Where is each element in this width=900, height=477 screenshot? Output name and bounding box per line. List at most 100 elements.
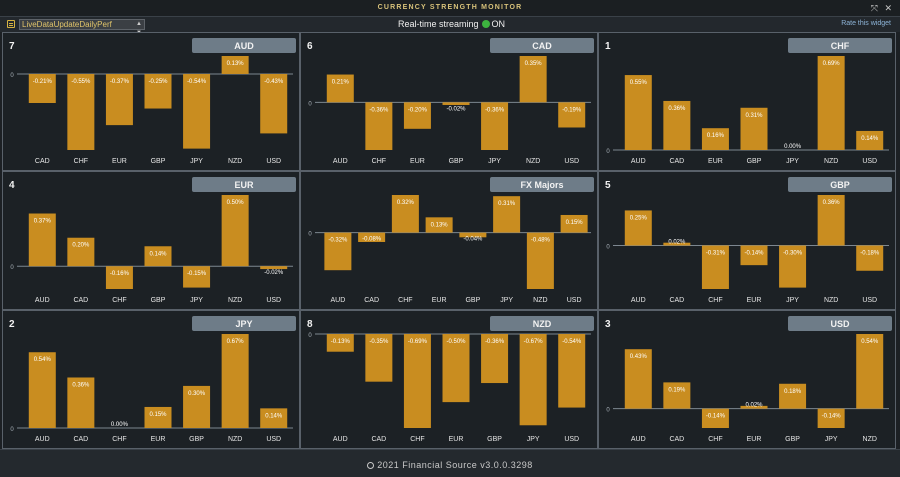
bar[interactable] — [403, 334, 431, 428]
bar-value-label: -0.36% — [485, 339, 505, 345]
bar[interactable] — [481, 334, 509, 384]
bar-value-label: -0.20% — [408, 107, 428, 113]
bar-value-label: 0.21% — [332, 80, 350, 86]
bar[interactable] — [701, 245, 729, 289]
bar[interactable] — [779, 245, 807, 288]
category-label: NZD — [824, 158, 838, 165]
bar[interactable] — [442, 334, 470, 403]
currency-header-badge[interactable] — [490, 316, 594, 331]
bar[interactable] — [519, 56, 547, 103]
bar[interactable] — [67, 73, 95, 150]
bar[interactable] — [28, 352, 56, 428]
category-label: CAD — [371, 436, 386, 443]
bar[interactable] — [558, 102, 586, 128]
category-label: JPY — [190, 158, 203, 165]
bar[interactable] — [459, 232, 487, 238]
bar[interactable] — [326, 334, 354, 352]
bar[interactable] — [481, 102, 509, 150]
currency-header-badge[interactable] — [788, 316, 892, 331]
bar[interactable] — [324, 232, 352, 271]
bar[interactable] — [817, 56, 845, 150]
bar-value-label: 0.19% — [668, 387, 686, 393]
bar-value-label: 0.15% — [566, 220, 584, 226]
bar[interactable] — [67, 377, 95, 428]
bar[interactable] — [365, 334, 393, 382]
bar[interactable] — [856, 245, 884, 271]
bar-value-label: -0.25% — [148, 79, 168, 85]
zero-tick-label: 0 — [10, 427, 14, 433]
zero-tick-label: 0 — [606, 149, 610, 155]
bar[interactable] — [260, 266, 288, 270]
bar[interactable] — [403, 102, 431, 129]
bar[interactable] — [365, 102, 393, 150]
currency-header-badge[interactable] — [490, 38, 594, 53]
currency-header-badge[interactable] — [788, 177, 892, 192]
bar[interactable] — [358, 232, 386, 242]
currency-header-badge[interactable] — [192, 38, 296, 53]
bar[interactable] — [624, 75, 652, 150]
bar[interactable] — [817, 195, 845, 246]
bar[interactable] — [740, 245, 768, 266]
bar[interactable] — [663, 382, 691, 409]
category-label: GBP — [785, 436, 800, 443]
bar[interactable] — [260, 73, 288, 134]
currency-title: EUR — [234, 180, 254, 190]
bar[interactable] — [740, 405, 768, 409]
bar[interactable] — [558, 334, 586, 408]
bar-value-label: -0.35% — [369, 339, 389, 345]
bar[interactable] — [221, 195, 249, 267]
bar[interactable] — [67, 237, 95, 267]
bar[interactable] — [519, 334, 547, 426]
bar[interactable] — [105, 73, 133, 126]
currency-header-badge[interactable] — [192, 177, 296, 192]
chart-svg: 6 CAD 0 0.21% AUD -0.36% CHF -0.20% EUR -0.02% GBP… — [307, 38, 594, 165]
currency-header-badge[interactable] — [192, 316, 296, 331]
category-label: AUD — [35, 436, 50, 443]
bar-value-label: -0.54% — [187, 79, 207, 85]
bar[interactable] — [425, 217, 453, 233]
bar[interactable] — [663, 100, 691, 150]
workspace-icon[interactable] — [7, 20, 15, 28]
bar[interactable] — [624, 349, 652, 409]
bar[interactable] — [624, 210, 652, 246]
bar[interactable] — [144, 73, 172, 109]
category-label: JPY — [786, 158, 799, 165]
bar[interactable] — [701, 128, 729, 150]
close-icon[interactable]: ✕ — [884, 3, 892, 13]
bar-value-label: -0.02% — [446, 106, 466, 112]
workspace-select[interactable]: LiveDataUpdateDailyPerf ▲▼ — [19, 19, 145, 36]
bar[interactable] — [779, 383, 807, 409]
bar[interactable] — [28, 213, 56, 267]
bar[interactable] — [183, 385, 211, 428]
bar[interactable] — [663, 242, 691, 246]
bar[interactable] — [144, 406, 172, 428]
bar[interactable] — [560, 214, 588, 233]
bar[interactable] — [326, 74, 354, 103]
currency-title: CAD — [532, 41, 552, 51]
bar[interactable] — [144, 246, 172, 267]
bar[interactable] — [740, 107, 768, 150]
bar[interactable] — [442, 102, 470, 105]
bar[interactable] — [526, 232, 554, 289]
category-label: EUR — [151, 436, 166, 443]
bar[interactable] — [105, 266, 133, 289]
bar[interactable] — [183, 73, 211, 149]
bar[interactable] — [856, 130, 884, 150]
zero-tick-label: 0 — [308, 232, 312, 238]
bar[interactable] — [221, 334, 249, 428]
bar[interactable] — [856, 334, 884, 409]
currency-header-badge[interactable] — [490, 177, 594, 192]
bar[interactable] — [701, 408, 729, 428]
bar[interactable] — [493, 196, 521, 233]
rate-widget-link[interactable]: Rate this widget — [841, 20, 891, 27]
currency-header-badge[interactable] — [788, 38, 892, 53]
bar[interactable] — [391, 195, 419, 233]
bar[interactable] — [221, 56, 249, 74]
expand-icon[interactable]: ⤧ — [870, 3, 878, 13]
bar[interactable] — [28, 73, 56, 103]
streaming-label: Real-time streaming — [398, 19, 479, 29]
bar[interactable] — [183, 266, 211, 288]
bar[interactable] — [260, 408, 288, 428]
category-label: EUR — [449, 436, 464, 443]
bar[interactable] — [817, 408, 845, 428]
